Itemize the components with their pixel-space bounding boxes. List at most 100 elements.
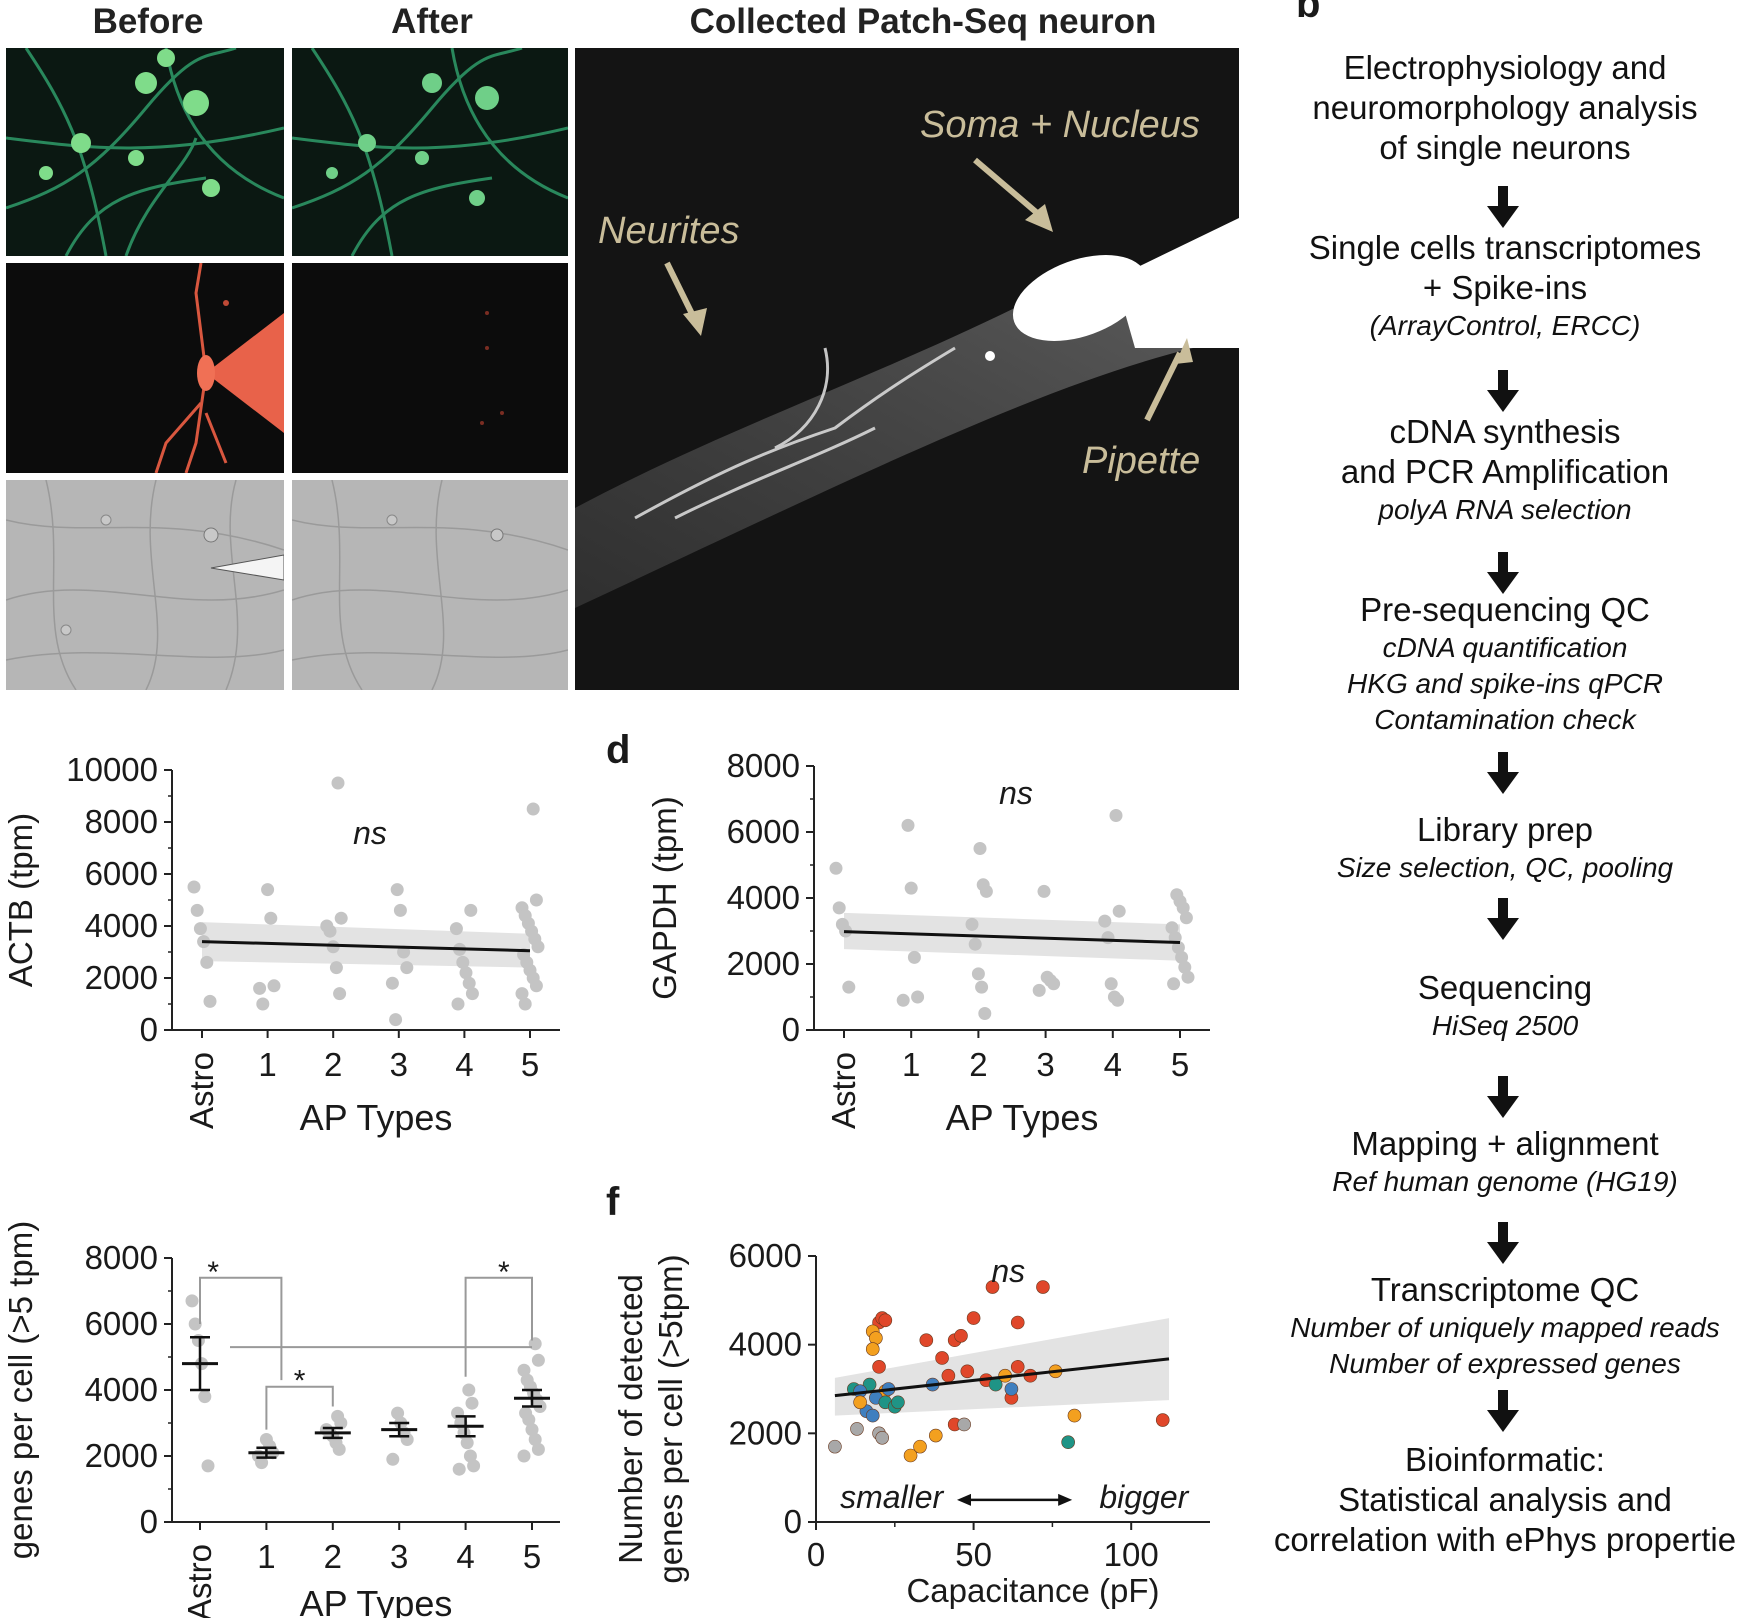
- data-point: [1061, 1435, 1075, 1449]
- data-point: [456, 955, 470, 969]
- annotation-neurites: Neurites: [598, 210, 740, 252]
- data-point: [978, 1007, 992, 1020]
- data-point: [264, 911, 278, 925]
- x-axis-label: AP Types: [946, 1097, 1099, 1138]
- flow-step-subtitle: cDNA quantification: [1382, 632, 1628, 663]
- data-point: [201, 1459, 215, 1473]
- x-tick-label: 5: [523, 1538, 541, 1575]
- confidence-band: [834, 1318, 1170, 1416]
- data-point: [979, 884, 993, 898]
- data-point: [452, 1462, 466, 1476]
- data-point: [517, 1449, 531, 1463]
- flow-step-title: Mapping + alignment: [1351, 1125, 1659, 1162]
- regression-line: [834, 1357, 1170, 1398]
- data-point: [904, 881, 918, 895]
- flow-step-subtitle: Ref human genome (HG19): [1332, 1166, 1678, 1197]
- x-tick-label: Astro: [825, 1052, 862, 1129]
- flow-step-subtitle: (ArrayControl, ERCC): [1369, 310, 1641, 341]
- data-point: [464, 903, 478, 917]
- y-tick-label: 4000: [85, 907, 158, 944]
- data-point: [935, 1351, 949, 1365]
- y-tick-label: 2000: [729, 1414, 802, 1451]
- data-point: [878, 1313, 893, 1328]
- data-point: [462, 1383, 476, 1397]
- panel-label-d: d: [606, 728, 631, 772]
- flow-step-subtitle: Number of expressed genes: [1329, 1348, 1681, 1379]
- data-point: [907, 950, 921, 964]
- data-point: [391, 1406, 405, 1420]
- flow-step: Electrophysiology and neuromorphology ana…: [1225, 48, 1739, 168]
- flow-step-subtitle: Contamination check: [1374, 704, 1636, 735]
- data-point: [529, 893, 543, 907]
- significance-ns: ns: [353, 815, 387, 851]
- flow-arrow-down-icon: [1487, 1222, 1519, 1264]
- data-point: [875, 1430, 889, 1445]
- data-point: [326, 940, 340, 954]
- x-tick-label: 100: [1104, 1536, 1159, 1573]
- significance-bracket: [199, 1276, 283, 1381]
- data-point: [332, 1442, 346, 1456]
- data-point: [853, 1395, 867, 1410]
- workflow-flowchart: Electrophysiology and neuromorphology ana…: [1245, 0, 1739, 1618]
- data-point: [389, 1013, 403, 1027]
- y-tick-label: 2000: [85, 1437, 158, 1474]
- data-point: [531, 1442, 545, 1456]
- data-point: [459, 966, 473, 980]
- data-point: [334, 1416, 348, 1430]
- y-tick-label: 0: [140, 1503, 158, 1540]
- data-point: [400, 961, 414, 975]
- data-point: [1112, 904, 1126, 918]
- micrograph-after-brightfield: [292, 480, 568, 690]
- flow-arrow-down-icon: [1487, 752, 1519, 794]
- data-point: [1101, 931, 1115, 945]
- x-tick-label: Astro: [181, 1544, 218, 1618]
- flow-step-title: + Spike-ins: [1422, 269, 1588, 306]
- col-header-before: Before: [92, 2, 204, 41]
- flow-step-subtitle: Size selection, QC, pooling: [1336, 852, 1674, 883]
- data-point: [329, 961, 343, 975]
- x-axis-label: Capacitance (pF): [906, 1572, 1159, 1609]
- micrograph-before-brightfield: [6, 480, 284, 690]
- panel-label-b: b: [1296, 0, 1321, 26]
- data-point: [333, 987, 347, 1001]
- flow-step-title: Pre-sequencing QC: [1360, 591, 1650, 628]
- data-point: [463, 1449, 477, 1463]
- flow-step-title: Electrophysiology and: [1343, 49, 1667, 86]
- data-point: [1098, 914, 1112, 928]
- arrow-right-icon: [1058, 1493, 1073, 1506]
- y-tick-label: 0: [140, 1011, 158, 1048]
- y-tick-label: 8000: [85, 1239, 158, 1276]
- x-tick-label: 1: [902, 1046, 920, 1083]
- data-point: [522, 1413, 536, 1427]
- flow-step-title: Sequencing: [1417, 969, 1593, 1006]
- significance-bracket: [464, 1276, 533, 1377]
- x-tick-label: 4: [1104, 1046, 1122, 1083]
- significance-bracket: [265, 1385, 334, 1430]
- data-point: [517, 1363, 531, 1377]
- flow-step-title: Single cells transcriptomes: [1308, 229, 1702, 266]
- data-point: [1111, 993, 1125, 1007]
- data-point: [865, 1408, 880, 1423]
- data-point: [385, 976, 399, 990]
- data-point: [400, 1433, 414, 1446]
- flow-step-title: Transcriptome QC: [1370, 1271, 1640, 1308]
- flow-arrow-down-icon: [1487, 1390, 1519, 1432]
- micrograph-before-green: [6, 48, 284, 256]
- data-point: [386, 1452, 400, 1466]
- data-point: [1175, 950, 1189, 964]
- data-point: [896, 993, 910, 1007]
- data-point: [903, 1448, 918, 1463]
- data-point: [193, 922, 207, 936]
- data-point: [1004, 1382, 1019, 1396]
- flow-step-title: cDNA synthesis: [1389, 413, 1621, 450]
- data-point: [531, 940, 545, 954]
- data-point: [528, 1433, 542, 1446]
- flow-arrow-down-icon: [1487, 1076, 1519, 1118]
- data-point: [1167, 977, 1181, 991]
- flow-step-subtitle: HiSeq 2500: [1431, 1010, 1579, 1041]
- data-point: [188, 1317, 202, 1331]
- y-axis-label: genes per cell (>5tpm): [652, 1254, 689, 1583]
- data-point: [465, 1396, 479, 1410]
- data-point: [957, 1417, 971, 1432]
